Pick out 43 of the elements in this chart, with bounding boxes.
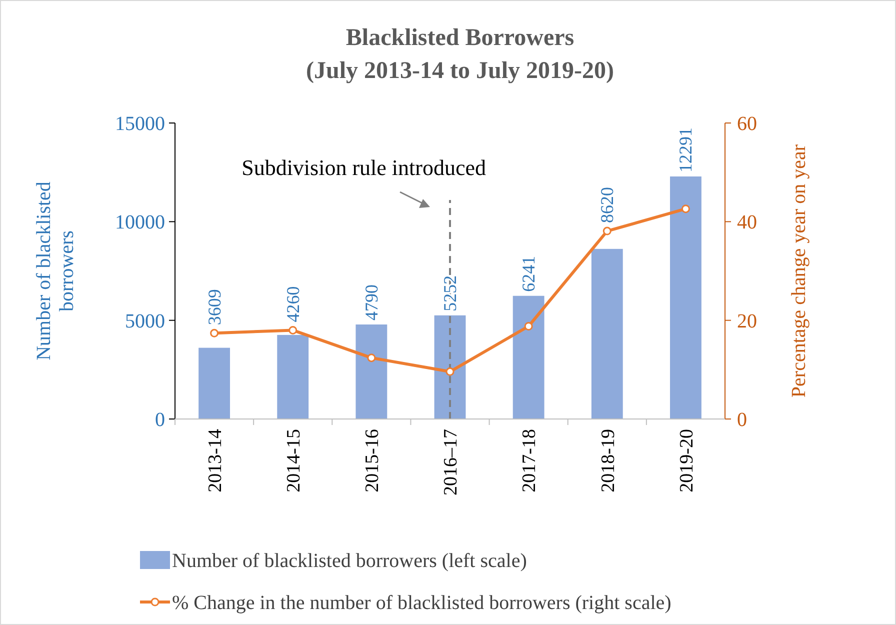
bar	[434, 315, 466, 419]
point	[367, 354, 376, 362]
x-tick-label: 2019-20	[676, 429, 698, 492]
y-tick-label: 15000	[115, 113, 165, 135]
legend-label: % Change in the number of blacklisted borrowers (right scale)	[172, 592, 672, 614]
bar	[512, 296, 544, 419]
y-tick-label: 0	[155, 409, 165, 431]
y-tick-label: 5000	[125, 310, 165, 332]
data-label: 3609	[204, 289, 224, 326]
point	[524, 322, 533, 331]
ref-line-label: Subdivision rule introduced	[242, 155, 486, 180]
data-label: 5252	[440, 275, 460, 312]
bar	[277, 334, 309, 419]
y2-tick-label: 60	[737, 113, 757, 135]
bar	[356, 324, 388, 419]
x-tick-label: 2014-15	[284, 429, 305, 492]
point	[446, 367, 454, 376]
data-label: 12291	[676, 127, 696, 172]
x-tick-label: 2016–17	[440, 429, 462, 496]
point	[602, 226, 612, 236]
bar	[198, 348, 230, 419]
point	[681, 204, 690, 214]
data-label: 8620	[597, 187, 618, 224]
y2-tick-label: 20	[737, 310, 757, 332]
x-tick-label: 2015-16	[362, 429, 384, 492]
data-label: 4260	[282, 286, 303, 322]
legend-label: Number of blacklisted borrowers (left scale)	[172, 550, 527, 572]
chart-title: Blacklisted Borrowers	[346, 25, 574, 51]
y2-axis-title: Percentage change year on year	[788, 144, 810, 398]
x-tick-label: 2013-14	[204, 428, 226, 492]
y2-tick-label: 40	[737, 212, 757, 234]
point	[288, 326, 298, 334]
y-axis-title: Number of blacklisted borrowers	[33, 182, 78, 360]
bar	[670, 176, 702, 419]
y-tick-label: 10000	[115, 212, 165, 234]
x-tick-label: 2018-19	[598, 429, 619, 492]
y2-tick-label: 0	[737, 409, 747, 431]
data-label: 6241	[518, 256, 539, 292]
x-tick-label: 2017-18	[519, 429, 540, 492]
chart-subtitle: (July 2013-14 to July 2019-20)	[306, 58, 614, 84]
point	[210, 328, 219, 338]
bar	[591, 248, 623, 419]
data-label: 4790	[361, 284, 382, 320]
